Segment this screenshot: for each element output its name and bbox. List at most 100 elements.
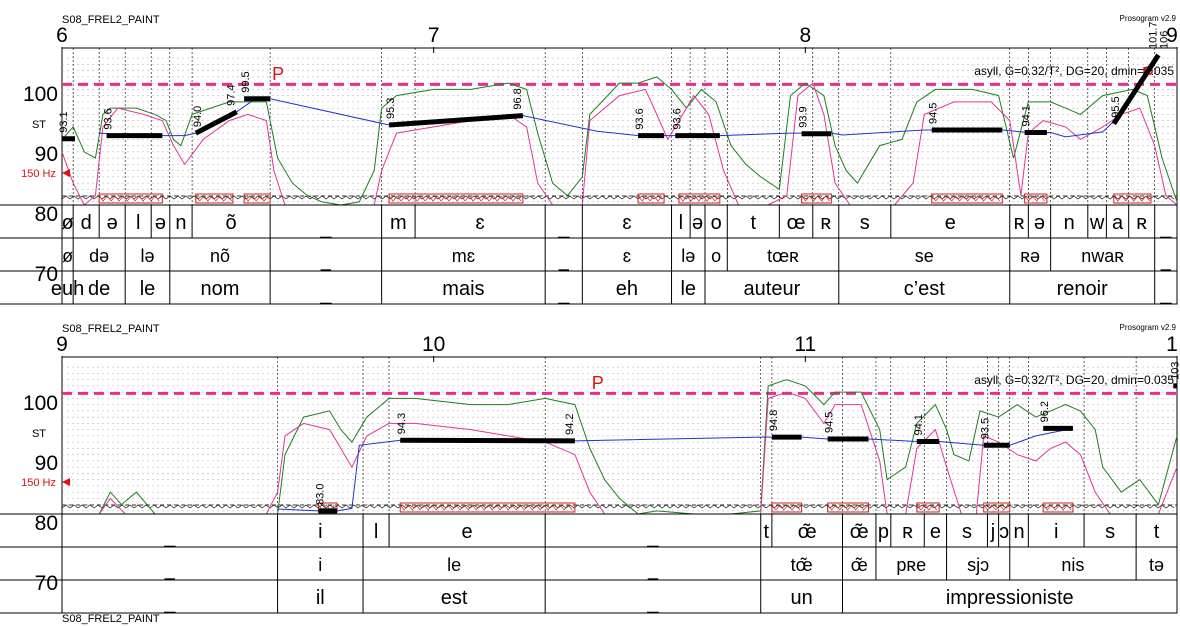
zigzag-baseline (61, 195, 1175, 200)
syllable-box-hatch (243, 195, 269, 202)
tier-label: _ (163, 526, 176, 548)
y-tick-label: 90 (35, 143, 58, 166)
syllable-box (771, 502, 803, 513)
tier-label: t (1154, 521, 1160, 543)
tier-label: lə (681, 246, 695, 266)
syllable-box (195, 193, 234, 204)
hz-marker-label: 150 Hz (21, 477, 56, 489)
tier-label: tœʀ (767, 246, 799, 266)
tier-label: t (751, 212, 757, 234)
tier-label: mɛ (452, 246, 475, 266)
y-tick-label: 80 (35, 512, 58, 535)
syllable-box-hatch (931, 195, 1000, 202)
tier-label: s (1105, 521, 1115, 543)
tier-label: e (945, 212, 956, 234)
x-tick-label: 6 (56, 24, 68, 47)
tier-label: nom (201, 278, 240, 300)
tier-label: j (990, 521, 995, 543)
y-tick-label: 70 (35, 263, 58, 286)
syllable-box-hatch (318, 504, 335, 511)
tier-label: l (679, 212, 683, 234)
syllable-box (678, 193, 721, 204)
version-label: Prosogram v2.9 (1120, 14, 1177, 23)
pitch-nucleus (400, 437, 575, 444)
tier-label: _ (558, 251, 570, 272)
version-label: Prosogram v2.9 (1120, 323, 1177, 332)
tier-label: o (711, 212, 722, 234)
syllable-box (931, 193, 1003, 204)
nucleus-value-label: 94.3 (396, 413, 408, 434)
tier-label: i (318, 555, 322, 575)
tier-label: _ (1160, 251, 1172, 272)
nucleus-value-label: 97.4 (226, 84, 238, 105)
nucleus-value-label: 101.7 (1147, 21, 1159, 49)
tier-label: p (878, 521, 889, 543)
y-unit-label: ST (32, 119, 46, 131)
tier-label: ø (61, 212, 73, 234)
pitch-nucleus (194, 109, 238, 136)
tier-label: c’est (904, 278, 946, 300)
tier-label: impressioniste (946, 587, 1074, 609)
syllable-box-hatch (771, 504, 801, 511)
tier-label: n (1013, 521, 1024, 543)
tier-label: _ (164, 560, 176, 581)
nucleus-value-label: 96.2 (1039, 401, 1051, 422)
hz-marker-label: 150 Hz (21, 168, 56, 180)
tier-label: tœ̃ (791, 555, 813, 575)
syllable-box-hatch (801, 195, 830, 202)
nucleus-value-label: 83.0 (314, 483, 326, 504)
syllable-box-hatch (678, 195, 720, 202)
syllable-box (916, 502, 940, 513)
tier-label: s (860, 212, 870, 234)
tier-label: œ̃ (851, 555, 868, 575)
tier-label: də (89, 246, 109, 266)
tier-label: ə (107, 212, 118, 234)
tier-label: ʀ (1014, 212, 1025, 234)
tier-label: n (175, 212, 186, 234)
tier-label: il (316, 587, 325, 609)
tier-label: ə (1034, 212, 1045, 234)
tier-label: a (1112, 212, 1124, 234)
tier-label: _ (1159, 283, 1172, 305)
tier-label: o (711, 246, 721, 266)
tier-label: le (680, 278, 696, 300)
tier-label: _ (646, 592, 659, 614)
tier-label: l (374, 521, 378, 543)
tier-label: ʀə (1020, 246, 1040, 266)
syllable-box-hatch (1024, 195, 1045, 202)
x-tick-label: 8 (799, 24, 811, 47)
tier-label: sjɔ (967, 555, 989, 575)
nucleus-value-label: 93.5 (980, 418, 992, 439)
tier-label: s (962, 521, 972, 543)
settings-label: asyll, G=0.32/T², DG=20, dmin=0.035 (974, 64, 1174, 78)
nucleus-value-label: 93.6 (671, 108, 683, 129)
tier-label: renoir (1057, 278, 1108, 300)
tier-label: ʀ (1136, 212, 1147, 234)
tier-label: se (915, 246, 934, 266)
tier-label: ʀ (902, 521, 913, 543)
tier-label: _ (557, 283, 570, 305)
tier-label: i (318, 521, 322, 543)
y-tick-label: 100 (23, 392, 58, 415)
file-label: S08_FREL2_PAINT (62, 323, 160, 335)
prosogram-panel-2: S08_FREL2_PAINT Prosogram v2.99 10 11 1asyll… (0, 323, 1180, 614)
intensity-curve (61, 76, 1178, 206)
syllable-box (1042, 502, 1074, 513)
file-label: S08_FREL2_PAINT (62, 14, 160, 26)
nucleus-value-label: 94.5 (824, 412, 836, 433)
tier-label: ø (62, 246, 73, 266)
y-tick-label: 70 (35, 572, 58, 595)
tier-label: _ (557, 217, 570, 239)
syllable-box (827, 502, 870, 513)
y-tick-label: 90 (35, 452, 58, 475)
prosogram-panel-1: S08_FREL2_PAINT Prosogram v2.9 6 7 8 9 asyll, … (0, 14, 1178, 305)
zigzag-baseline (61, 504, 1175, 509)
tier-label: n (1064, 212, 1075, 234)
tier-label: _ (647, 560, 659, 581)
tier-label: pʀe (896, 555, 926, 575)
syllable-box (1024, 193, 1048, 204)
nucleus-value-label: 94.1 (1021, 105, 1033, 126)
tier-label: _ (646, 526, 659, 548)
syllable-box-hatch (637, 195, 663, 202)
f0-raw-curve (61, 82, 1178, 206)
